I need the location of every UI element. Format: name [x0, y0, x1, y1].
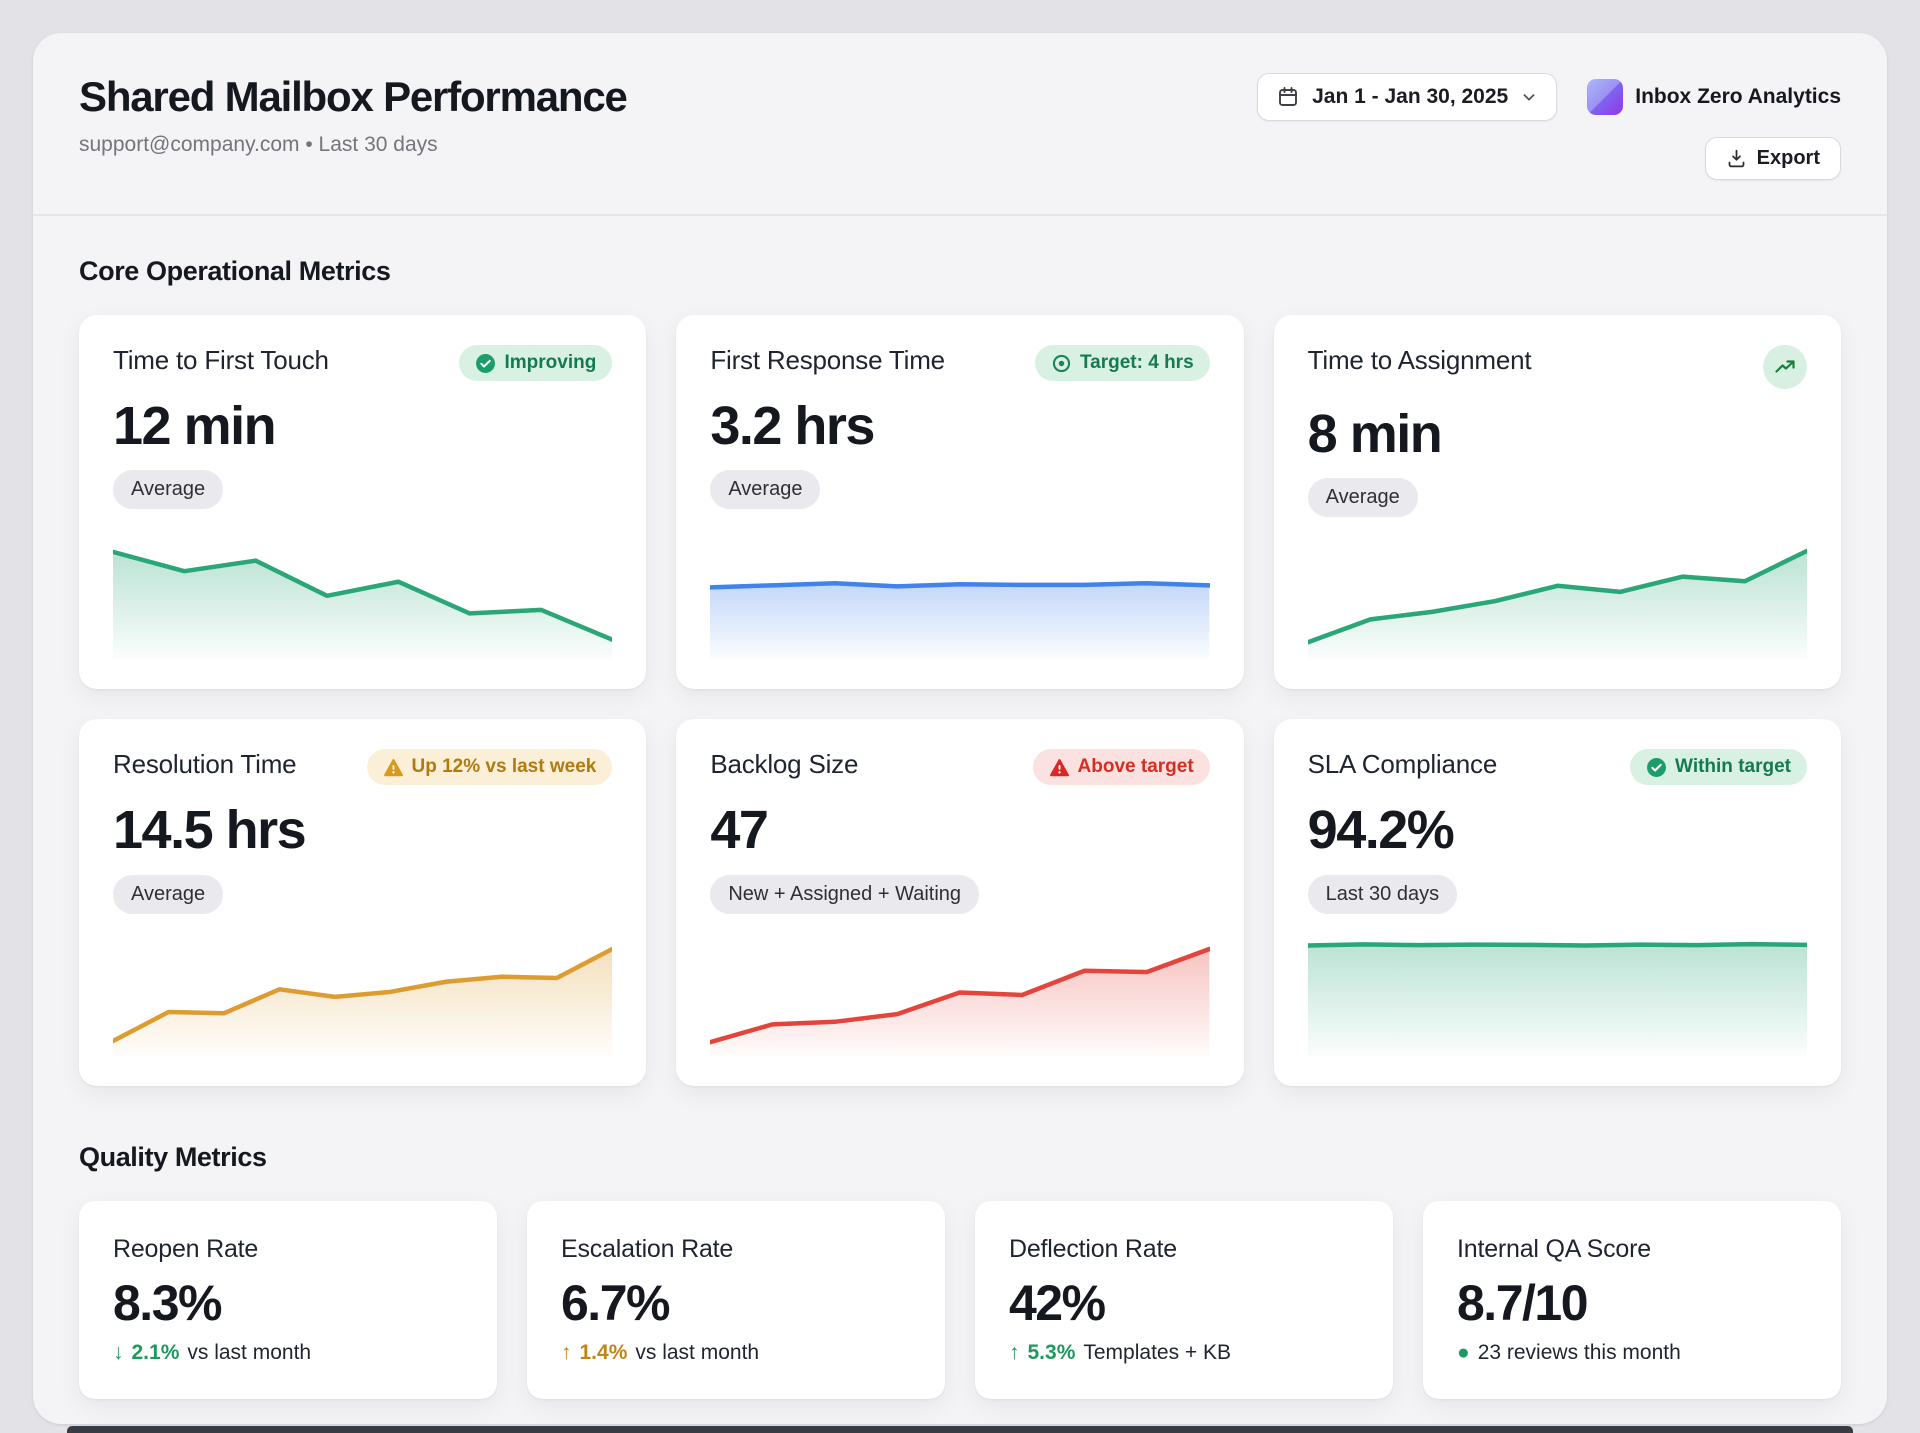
metric-card-internal-qa-score: Internal QA Score 8.7/10 ● 23 reviews th…	[1423, 1200, 1841, 1399]
check-circle-icon	[475, 353, 496, 374]
metric-value: 6.7%	[561, 1274, 670, 1331]
metric-card-time-to-assignment: Time to Assignment 8 min Average	[1273, 315, 1841, 690]
metric-context-pill: Average	[113, 874, 224, 914]
target-icon	[1051, 353, 1072, 374]
metric-card-sla-compliance: SLA Compliance Within target 94.2% Last …	[1273, 719, 1841, 1086]
status-badge-label: Within target	[1675, 756, 1791, 778]
metric-context-pill: Average	[710, 470, 821, 510]
metric-title: Internal QA Score	[1457, 1234, 1651, 1263]
alert-badge: Above target	[1032, 749, 1210, 786]
metric-context-pill: Average	[1307, 478, 1418, 518]
trend-value: 2.1%	[131, 1340, 180, 1364]
trend-row: ↑ 5.3% Templates + KB	[1009, 1341, 1359, 1365]
warning-badge: Up 12% vs last week	[366, 749, 613, 786]
metric-title: SLA Compliance	[1307, 749, 1498, 780]
green-dot-icon: ●	[1457, 1340, 1470, 1364]
next-section-edge	[67, 1426, 1853, 1433]
status-badge: Within target	[1630, 749, 1807, 786]
quality-metrics-grid: Reopen Rate 8.3% ↓ 2.1% vs last month Es…	[79, 1200, 1841, 1399]
warning-badge-label: Up 12% vs last week	[411, 756, 597, 778]
arrow-up-icon: ↑	[1009, 1340, 1020, 1364]
sparkline-backlog-size	[710, 914, 1210, 1056]
target-badge: Target: 4 hrs	[1034, 345, 1210, 381]
trend-row: ↑ 1.4% vs last month	[561, 1341, 911, 1365]
metric-value: 8.3%	[113, 1274, 222, 1331]
trend-label: vs last month	[635, 1340, 760, 1364]
trend-row: ● 23 reviews this month	[1457, 1341, 1807, 1365]
status-badge-label: Improving	[504, 352, 597, 373]
header-row: Jan 1 - Jan 30, 2025 Inbox Zero Analytic…	[1257, 73, 1841, 121]
calendar-icon	[1276, 85, 1300, 109]
date-range-label: Jan 1 - Jan 30, 2025	[1312, 85, 1509, 108]
header: Shared Mailbox Performance support@compa…	[33, 33, 1887, 216]
metric-title: First Response Time	[710, 345, 945, 375]
metric-card-reopen-rate: Reopen Rate 8.3% ↓ 2.1% vs last month	[79, 1200, 497, 1399]
metric-card-backlog-size: Backlog Size Above target 47 New + Assig…	[676, 719, 1244, 1086]
metric-title: Escalation Rate	[561, 1234, 734, 1263]
metric-card-escalation-rate: Escalation Rate 6.7% ↑ 1.4% vs last mont…	[527, 1200, 945, 1399]
sparkline-time-to-assignment	[1307, 517, 1807, 660]
metric-value: 14.5 hrs	[113, 800, 307, 861]
metric-value: 8.7/10	[1457, 1274, 1589, 1331]
chevron-down-icon	[1520, 88, 1538, 106]
trend-value: 1.4%	[579, 1340, 628, 1364]
sparkline-sla-compliance	[1307, 914, 1807, 1056]
metric-value: 94.2%	[1307, 800, 1455, 861]
metric-title: Reopen Rate	[113, 1234, 259, 1263]
sparkline-first-response-time	[710, 517, 1210, 660]
metric-value: 12 min	[113, 396, 277, 456]
trending-up-chip	[1762, 345, 1807, 389]
trending-up-icon	[1773, 355, 1797, 379]
main-content: Core Operational Metrics Time to First T…	[33, 216, 1887, 1424]
metric-context-pill: New + Assigned + Waiting	[710, 874, 980, 914]
page-subtitle: support@company.com • Last 30 days	[79, 133, 438, 156]
arrow-up-icon: ↑	[561, 1340, 572, 1364]
alert-badge-label: Above target	[1077, 756, 1194, 778]
export-button[interactable]: Export	[1704, 137, 1841, 180]
metric-card-resolution-time: Resolution Time Up 12% vs last week 14.5…	[79, 719, 647, 1086]
sparkline-time-to-first-touch	[113, 517, 613, 660]
metric-title: Resolution Time	[113, 749, 297, 780]
trend-label: Templates + KB	[1083, 1340, 1232, 1364]
metric-card-first-response-time: First Response Time Target: 4 hrs 3.2 hr…	[676, 315, 1244, 690]
metric-title: Backlog Size	[710, 749, 859, 780]
header-actions: Jan 1 - Jan 30, 2025 Inbox Zero Analytic…	[1257, 73, 1841, 180]
sparkline-resolution-time	[113, 914, 613, 1056]
metric-card-deflection-rate: Deflection Rate 42% ↑ 5.3% Templates + K…	[975, 1200, 1393, 1399]
metric-title: Deflection Rate	[1009, 1234, 1177, 1263]
trend-row: ↓ 2.1% vs last month	[113, 1341, 463, 1365]
metric-value: 3.2 hrs	[710, 396, 875, 456]
date-range-picker[interactable]: Jan 1 - Jan 30, 2025	[1257, 73, 1558, 121]
brand: Inbox Zero Analytics	[1587, 79, 1841, 115]
warning-triangle-icon	[1049, 757, 1070, 778]
section-heading-core: Core Operational Metrics	[79, 256, 391, 286]
trend-label: vs last month	[187, 1340, 312, 1364]
metric-card-time-to-first-touch: Time to First Touch Improving 12 min Ave…	[79, 315, 647, 690]
brand-name: Inbox Zero Analytics	[1635, 85, 1841, 108]
metric-context-pill: Average	[113, 470, 224, 510]
metric-context-pill: Last 30 days	[1307, 874, 1458, 914]
trend-value: 5.3%	[1027, 1340, 1076, 1364]
page-title: Shared Mailbox Performance	[79, 73, 628, 120]
warning-triangle-icon	[383, 757, 404, 778]
status-badge: Improving	[459, 345, 613, 381]
export-label: Export	[1756, 147, 1820, 169]
check-circle-icon	[1646, 757, 1667, 778]
metric-value: 42%	[1009, 1274, 1106, 1331]
dashboard-panel: Shared Mailbox Performance support@compa…	[33, 33, 1887, 1424]
metric-title: Time to First Touch	[113, 345, 329, 375]
metric-value: 47	[710, 800, 769, 861]
trend-label: 23 reviews this month	[1477, 1340, 1681, 1364]
inbox-zero-logo-icon	[1587, 79, 1624, 115]
download-icon	[1726, 148, 1747, 169]
header-titles: Shared Mailbox Performance support@compa…	[79, 73, 628, 157]
metric-value: 8 min	[1307, 404, 1443, 464]
core-metrics-grid: Time to First Touch Improving 12 min Ave…	[79, 315, 1841, 1086]
metric-title: Time to Assignment	[1307, 345, 1532, 375]
arrow-down-icon: ↓	[113, 1340, 124, 1364]
section-heading-quality: Quality Metrics	[79, 1141, 267, 1172]
target-badge-label: Target: 4 hrs	[1079, 352, 1194, 373]
